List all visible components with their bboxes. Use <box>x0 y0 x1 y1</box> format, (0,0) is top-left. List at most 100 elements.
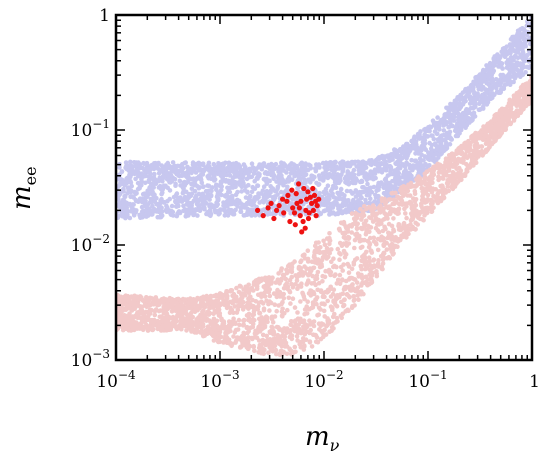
region-point-series-1 <box>287 330 293 336</box>
region-point-series-0 <box>278 189 284 195</box>
region-point-series-1 <box>378 203 383 208</box>
region-point-series-1 <box>264 340 269 346</box>
region-point-series-0 <box>509 56 515 62</box>
region-point-series-1 <box>246 296 251 302</box>
region-point-series-1 <box>308 293 314 298</box>
region-point-series-1 <box>296 322 302 327</box>
region-point-series-0 <box>339 197 345 202</box>
region-point-series-0 <box>117 191 123 197</box>
region-point-series-1 <box>381 242 386 248</box>
region-point-series-0 <box>248 207 254 213</box>
region-point-series-1 <box>174 301 180 306</box>
region-point-series-0 <box>275 186 280 191</box>
region-point-series-1 <box>389 237 394 242</box>
region-point-series-1 <box>163 297 168 303</box>
region-point-series-0 <box>442 112 448 118</box>
region-point-series-1 <box>391 243 397 249</box>
region-point-series-1 <box>443 164 448 169</box>
region-point-series-0 <box>327 212 332 217</box>
region-point-series-1 <box>316 305 322 311</box>
region-point-series-0 <box>322 161 328 167</box>
region-point-series-1 <box>445 158 451 164</box>
region-point-series-1 <box>272 302 278 308</box>
region-point-series-1 <box>315 269 321 275</box>
region-point-series-0 <box>370 176 376 182</box>
region-point-series-1 <box>322 274 328 280</box>
region-point-series-1 <box>288 322 294 328</box>
region-point-series-1 <box>255 280 260 286</box>
region-point-series-1 <box>308 327 314 333</box>
region-point-series-0 <box>190 181 196 186</box>
region-point-series-0 <box>492 92 497 98</box>
region-point-series-0 <box>349 205 355 210</box>
region-point-series-0 <box>426 125 431 130</box>
region-point-series-1 <box>201 308 206 313</box>
region-point-series-1 <box>396 227 402 232</box>
region-point-series-0 <box>359 167 365 172</box>
region-point-series-0 <box>245 167 251 173</box>
region-point-series-1 <box>245 330 250 336</box>
region-point-series-0 <box>376 183 382 189</box>
region-point-series-0 <box>157 175 163 181</box>
region-point-series-0 <box>249 202 254 207</box>
region-point-series-1 <box>434 194 439 199</box>
region-point-series-0 <box>502 82 508 88</box>
region-point-series-0 <box>337 173 342 179</box>
region-point-series-1 <box>433 187 439 192</box>
region-point-series-1 <box>368 248 374 253</box>
region-point-series-0 <box>244 176 250 182</box>
region-point-series-1 <box>439 175 445 181</box>
region-point-series-0 <box>338 186 344 192</box>
region-point-series-0 <box>465 110 471 116</box>
region-point-series-0 <box>333 159 338 165</box>
region-point-series-0 <box>267 178 272 183</box>
region-point-series-1 <box>358 225 364 231</box>
region-point-series-1 <box>429 209 435 214</box>
region-point-series-0 <box>227 173 233 178</box>
region-point-series-0 <box>427 128 432 134</box>
region-point-series-0 <box>171 194 177 200</box>
region-point-series-0 <box>264 164 270 170</box>
region-point-series-0 <box>181 203 186 209</box>
region-point-series-0 <box>350 174 355 179</box>
region-point-series-0 <box>228 180 233 186</box>
region-point-series-0 <box>284 170 289 175</box>
region-point-series-0 <box>205 183 210 188</box>
region-point-series-1 <box>280 329 286 334</box>
region-point-series-1 <box>176 296 181 302</box>
region-point-series-0 <box>487 60 493 66</box>
region-point-series-0 <box>254 175 260 181</box>
region-point-series-0 <box>473 75 478 80</box>
region-point-series-1 <box>138 304 143 309</box>
region-point-series-1 <box>309 259 315 265</box>
region-point-series-0 <box>122 194 128 200</box>
region-point-series-0 <box>189 170 194 176</box>
region-point-series-0 <box>419 166 424 172</box>
region-point-series-0 <box>223 160 228 166</box>
region-point-series-0 <box>148 171 153 177</box>
region-point-series-1 <box>410 207 415 212</box>
region-point-series-0 <box>128 194 133 200</box>
region-point-series-0 <box>196 186 202 191</box>
region-point-series-0 <box>313 168 319 174</box>
region-point-series-1 <box>232 320 238 325</box>
region-point-series-0 <box>345 170 350 175</box>
region-point-series-0 <box>325 199 331 204</box>
region-point-series-1 <box>311 265 317 271</box>
region-point-series-1 <box>267 345 272 350</box>
region-point-series-0 <box>472 96 478 101</box>
region-point-series-1 <box>244 324 250 330</box>
region-point-series-0 <box>331 195 337 200</box>
region-point-series-0 <box>398 175 403 180</box>
region-point-series-0 <box>206 173 212 178</box>
region-point-series-0 <box>144 166 150 171</box>
region-point-series-1 <box>217 295 222 301</box>
region-point-series-1 <box>304 329 310 335</box>
region-point-series-1 <box>337 294 342 300</box>
region-point-series-0 <box>383 176 389 181</box>
region-point-series-1 <box>491 125 496 130</box>
region-point-series-0 <box>132 189 137 195</box>
region-point-series-1 <box>417 211 422 217</box>
region-point-series-0 <box>180 185 186 190</box>
region-point-series-0 <box>500 72 506 78</box>
